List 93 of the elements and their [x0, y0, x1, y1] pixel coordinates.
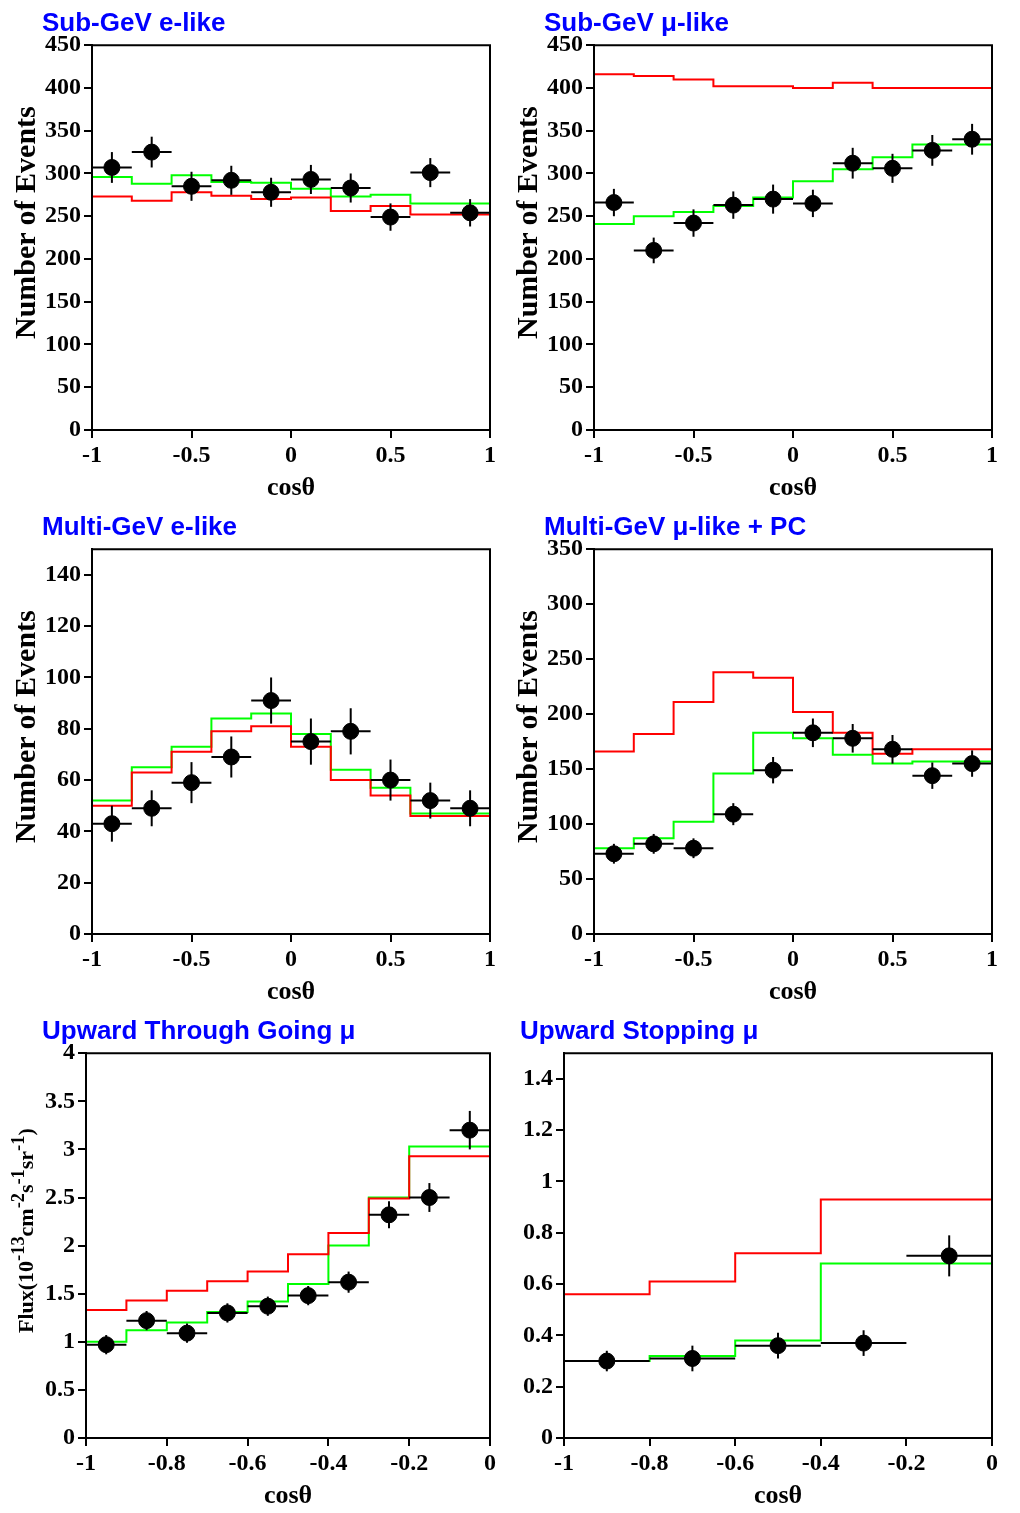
x-tick-label: -1	[554, 1448, 574, 1475]
y-tick-label: 150	[547, 754, 583, 781]
y-tick-label: 350	[547, 115, 583, 142]
x-tick-label: -0.6	[716, 1448, 755, 1475]
y-tick-label: 0	[69, 919, 81, 946]
x-tick-label: -0.2	[887, 1448, 926, 1475]
x-tick-label: -0.8	[630, 1448, 669, 1475]
x-tick-label: 0.5	[375, 944, 406, 971]
y-tick-label: 0.5	[45, 1375, 75, 1402]
y-tick-label: 200	[547, 699, 583, 726]
x-tick-label: 0.5	[877, 440, 908, 467]
x-axis-title: cosθ	[266, 976, 316, 1006]
y-tick-label: 20	[57, 867, 81, 894]
y-tick-label: 300	[45, 158, 81, 185]
chart-title: Multi-GeV e-like	[42, 510, 238, 541]
y-tick-label: 2.5	[45, 1182, 75, 1209]
y-tick-label: 250	[45, 201, 81, 228]
y-tick-label: 1	[63, 1327, 75, 1353]
y-tick-label: 0.2	[523, 1371, 553, 1398]
x-tick-label: -0.5	[674, 944, 713, 971]
x-tick-label: 0	[285, 944, 297, 971]
y-axis-title: Number of Events	[510, 105, 544, 342]
x-tick-label: -0.4	[309, 1448, 348, 1475]
y-tick-label: 1	[541, 1166, 553, 1193]
x-tick-label: -1	[584, 440, 604, 467]
x-axis-title: cosθ	[753, 1480, 803, 1510]
y-tick-label: 400	[547, 73, 583, 100]
y-tick-label: 2	[63, 1230, 75, 1257]
y-tick-label: 60	[57, 765, 81, 792]
y-axis-title: Number of Events	[8, 105, 42, 342]
y-tick-label: 0	[571, 415, 583, 442]
y-tick-label: 0	[541, 1423, 553, 1450]
x-tick-label: 0	[285, 440, 297, 467]
x-tick-label: -0.6	[228, 1448, 267, 1475]
x-tick-label: -0.5	[172, 440, 211, 467]
x-tick-label: 0	[787, 440, 799, 467]
y-tick-label: 150	[45, 286, 81, 313]
x-tick-label: 0.5	[375, 440, 406, 467]
x-tick-label: -1	[82, 440, 102, 467]
y-tick-label: 40	[57, 816, 81, 843]
y-tick-label: 3	[63, 1134, 75, 1161]
y-tick-label: 300	[547, 158, 583, 185]
x-tick-label: -0.8	[147, 1448, 186, 1475]
y-tick-label: 100	[45, 329, 81, 356]
x-tick-label: 0	[787, 944, 799, 971]
y-tick-label: 50	[559, 372, 583, 399]
x-tick-label: 1	[986, 944, 998, 971]
x-tick-label: -1	[82, 944, 102, 971]
y-tick-label: 0	[63, 1423, 75, 1450]
y-axis-title: Number of Events	[8, 609, 42, 846]
x-axis-title: cosθ	[768, 976, 818, 1006]
x-tick-label: -0.2	[390, 1448, 429, 1475]
y-tick-label: 0.4	[523, 1320, 553, 1347]
y-tick-label: 50	[57, 372, 81, 399]
y-tick-label: 1.4	[523, 1064, 553, 1091]
x-tick-label: 1	[484, 944, 496, 971]
y-tick-label: 0.8	[523, 1217, 553, 1244]
y-tick-label: 250	[547, 644, 583, 671]
y-tick-label: 250	[547, 201, 583, 228]
y-tick-label: 100	[547, 329, 583, 356]
y-tick-label: 120	[45, 611, 81, 638]
y-tick-label: 200	[45, 244, 81, 271]
y-tick-label: 350	[45, 115, 81, 142]
y-tick-label: 150	[547, 286, 583, 313]
y-tick-label: 300	[547, 589, 583, 616]
y-axis-title: Number of Events	[510, 609, 544, 846]
y-tick-label: 0.6	[523, 1269, 553, 1296]
y-tick-label: 50	[559, 864, 583, 891]
x-tick-label: -0.5	[172, 944, 211, 971]
y-tick-label: 200	[547, 244, 583, 271]
y-tick-label: 100	[547, 809, 583, 836]
x-tick-label: -0.5	[674, 440, 713, 467]
y-tick-label: 100	[45, 662, 81, 689]
y-tick-label: 3.5	[45, 1086, 75, 1113]
y-tick-label: 1.5	[45, 1278, 75, 1305]
x-axis-title: cosθ	[263, 1480, 313, 1510]
y-tick-label: 400	[45, 73, 81, 100]
y-tick-label: 140	[45, 560, 81, 587]
x-tick-label: -1	[584, 944, 604, 971]
chart-title: Upward Stopping μ	[520, 1014, 759, 1045]
y-tick-label: 80	[57, 713, 81, 740]
x-axis-title: cosθ	[768, 472, 818, 502]
x-tick-label: -0.4	[801, 1448, 840, 1475]
x-tick-label: 1	[484, 440, 496, 467]
x-axis-title: cosθ	[266, 472, 316, 502]
x-tick-label: 0	[484, 1448, 496, 1475]
x-tick-label: 0	[986, 1448, 998, 1475]
x-tick-label: 1	[986, 440, 998, 467]
x-tick-label: -1	[76, 1448, 96, 1475]
y-tick-label: 0	[69, 415, 81, 442]
y-tick-label: 0	[571, 919, 583, 946]
y-tick-label: 1.2	[523, 1115, 553, 1142]
x-tick-label: 0.5	[877, 944, 908, 971]
